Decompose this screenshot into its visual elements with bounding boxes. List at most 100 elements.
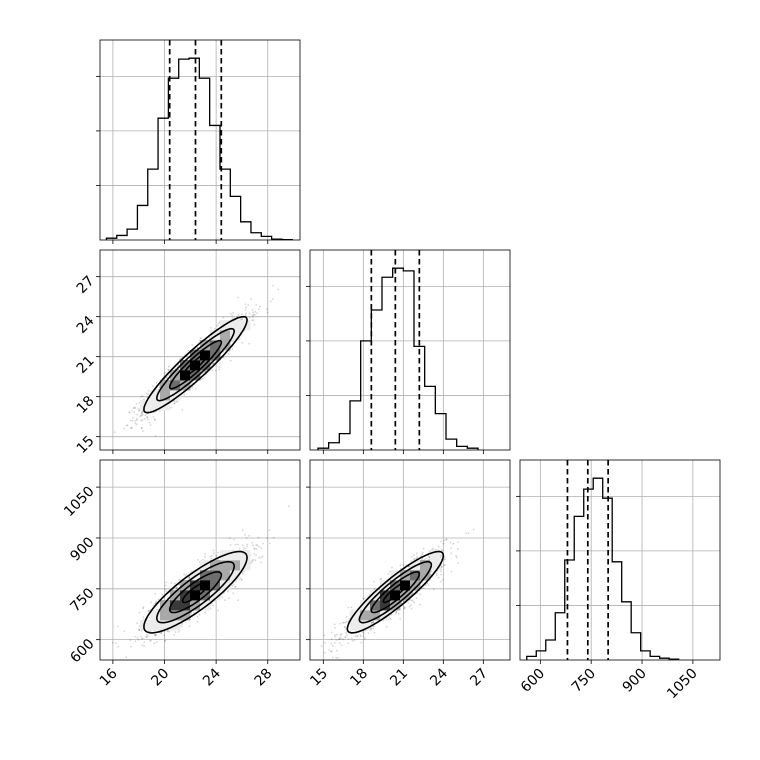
sample-point (152, 415, 155, 418)
sample-point (154, 633, 157, 636)
sample-point (397, 612, 400, 615)
sample-point (443, 556, 446, 559)
density-cell (200, 600, 211, 611)
density-cell (170, 380, 181, 391)
sample-point (330, 642, 333, 645)
sample-point (145, 635, 147, 638)
sample-point (141, 413, 144, 416)
sample-point (362, 631, 364, 634)
sample-point (140, 419, 143, 422)
sample-point (354, 635, 357, 638)
sample-point (187, 349, 190, 352)
sample-point (353, 639, 356, 642)
sample-point (373, 581, 375, 583)
sample-point (111, 641, 114, 644)
sample-point (112, 454, 114, 456)
sample-point (209, 555, 212, 558)
sample-point (410, 599, 413, 602)
sample-point (440, 580, 442, 583)
grid (310, 250, 510, 450)
sample-point (415, 552, 418, 555)
sample-point (152, 604, 155, 607)
y-tick-label: 750 (67, 585, 97, 615)
density-cell (210, 570, 221, 581)
sample-point (252, 314, 254, 317)
sample-point (164, 639, 166, 642)
sample-point (408, 565, 410, 568)
sample-point (166, 630, 169, 632)
sample-point (435, 574, 438, 577)
sample-point (395, 612, 397, 615)
sample-point (154, 419, 157, 421)
sample-point (253, 548, 256, 550)
sample-point (117, 625, 119, 628)
sample-point (385, 625, 388, 628)
sample-point (192, 611, 195, 614)
x-tick-label: 16 (97, 665, 121, 689)
sample-point (232, 592, 235, 595)
sample-point (177, 364, 180, 367)
sample-point (115, 642, 117, 645)
sample-point (411, 556, 413, 559)
sample-point (347, 642, 350, 645)
sample-point (339, 636, 342, 639)
sample-point (251, 319, 254, 321)
density-cell (210, 330, 221, 341)
sample-point (222, 316, 225, 319)
sample-point (428, 550, 431, 553)
sample-point (442, 578, 445, 581)
density-cell (160, 390, 171, 401)
density-cell (170, 370, 181, 381)
density-cell (230, 320, 241, 331)
sample-point (154, 592, 157, 595)
sample-point (137, 638, 140, 641)
sample-point (129, 427, 132, 430)
sample-point (251, 308, 254, 311)
sample-point (142, 606, 145, 609)
contour-line (155, 327, 236, 402)
sample-point (177, 631, 180, 633)
sample-point (344, 621, 347, 624)
sample-point (146, 633, 149, 636)
sample-point (228, 537, 231, 539)
grid (100, 250, 300, 450)
sample-point (143, 398, 145, 401)
sample-point (132, 407, 135, 410)
sample-point (222, 592, 225, 595)
density-cell (150, 620, 161, 631)
sample-point (235, 580, 238, 583)
sample-point (232, 311, 235, 314)
sample-point (328, 649, 330, 651)
sample-point (370, 628, 372, 630)
density-cell (150, 400, 161, 411)
sample-point (426, 582, 429, 584)
sample-point (167, 369, 170, 371)
sample-point (288, 505, 290, 508)
sample-point (407, 601, 409, 604)
sample-point (450, 552, 452, 554)
sample-point (246, 545, 248, 548)
sample-point (390, 613, 393, 616)
sample-point (154, 435, 157, 438)
sample-point (248, 342, 251, 345)
sample-point (178, 578, 181, 581)
sample-point (204, 370, 207, 372)
sample-point (145, 636, 148, 639)
contour-line (346, 550, 445, 634)
density-cell (390, 590, 401, 601)
sample-point (199, 337, 202, 340)
sample-point (165, 590, 168, 593)
density-cell (420, 570, 431, 581)
sample-point (364, 637, 366, 639)
sample-point (331, 656, 334, 659)
sample-point (138, 629, 141, 631)
sample-point (260, 561, 262, 564)
sample-point (334, 635, 337, 638)
sample-point (339, 634, 342, 637)
sample-point (344, 626, 347, 628)
sample-point (334, 627, 336, 629)
contour-line (155, 560, 236, 624)
sample-point (247, 304, 250, 306)
density-cell (400, 580, 411, 591)
